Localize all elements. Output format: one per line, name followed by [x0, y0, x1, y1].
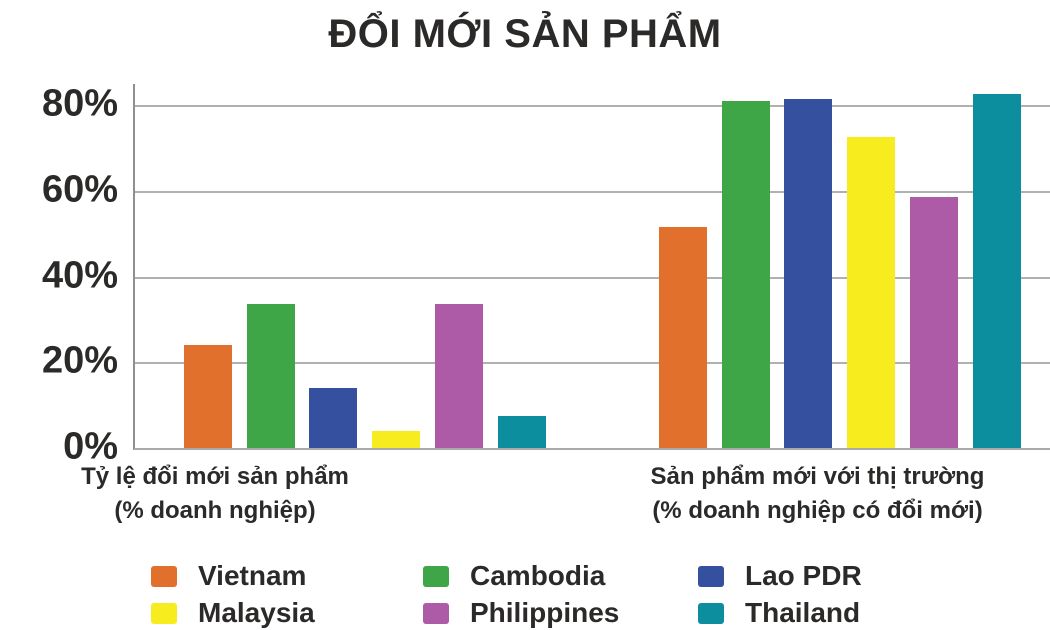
legend-item-lao-pdr: Lao PDR: [698, 560, 862, 591]
legend-label-lao-pdr: Lao PDR: [745, 560, 862, 591]
bar-lao-pdr-group2: [784, 98, 833, 448]
gridline-60: [135, 190, 1050, 193]
y-tick-label-80pct: 80%: [41, 82, 118, 125]
bar-cambodia-group1: [246, 304, 295, 448]
legend-swatch-vietnam: [151, 565, 177, 587]
legend-label-thailand: Thailand: [745, 597, 861, 628]
legend-label-malaysia: Malaysia: [198, 597, 315, 628]
gridline-80: [135, 105, 1050, 107]
bar-malaysia-group1: [372, 430, 421, 448]
legend-swatch-thailand: [698, 602, 724, 624]
legend-swatch-lao-pdr: [698, 565, 724, 587]
legend-swatch-cambodia: [423, 565, 449, 587]
gridline-40: [135, 276, 1050, 279]
bar-philippines-group2: [909, 197, 958, 448]
legend-item-malaysia: Malaysia: [151, 597, 315, 628]
bar-thailand-group1: [497, 415, 546, 448]
y-tick-label-60pct: 60%: [41, 168, 118, 211]
y-tick-label-20pct: 20%: [41, 339, 118, 382]
gridline-20: [135, 362, 1050, 365]
legend-item-philippines: Philippines: [423, 597, 620, 628]
bar-vietnam-group1: [184, 345, 232, 448]
bar-cambodia-group2: [721, 100, 770, 448]
bar-philippines-group1: [434, 304, 483, 448]
x-axis-label-group1: Tỷ lệ đổi mới sản phẩm (% doanh nghiệp): [0, 460, 430, 528]
group2-label-line1: Sản phẩm mới với thị trường: [650, 463, 985, 490]
legend-label-cambodia: Cambodia: [470, 560, 606, 591]
legend-swatch-philippines: [423, 602, 449, 624]
legend-label-philippines: Philippines: [470, 597, 620, 628]
group1-label-line2: (% doanh nghiệp): [114, 497, 316, 524]
group1-label-line1: Tỷ lệ đổi mới sản phẩm: [81, 463, 349, 490]
legend: Vietnam Cambodia Lao PDR Malaysia Philippine…: [0, 556, 1050, 630]
bar-lao-pdr-group1: [309, 388, 358, 448]
y-axis-labels: 80% 60% 40% 20% 0%: [0, 82, 118, 468]
bar-malaysia-group2: [847, 137, 896, 448]
legend-label-vietnam: Vietnam: [198, 560, 307, 591]
plot-area: [133, 84, 1050, 450]
legend-swatch-malaysia: [151, 602, 177, 624]
x-axis-label-group2: Sản phẩm mới với thị trường (% doanh ngh…: [585, 460, 1050, 528]
legend-item-thailand: Thailand: [698, 597, 861, 628]
bar-thailand-group2: [972, 94, 1021, 448]
legend-item-vietnam: Vietnam: [151, 560, 307, 591]
legend-item-cambodia: Cambodia: [423, 560, 606, 591]
bar-vietnam-group2: [659, 227, 707, 448]
group2-label-line2: (% doanh nghiệp có đổi mới): [652, 497, 983, 524]
y-tick-label-40pct: 40%: [41, 254, 118, 297]
y-tick-label-0pct: 0%: [63, 425, 118, 468]
chart-title: ĐỔI MỚI SẢN PHẨM: [328, 12, 722, 56]
